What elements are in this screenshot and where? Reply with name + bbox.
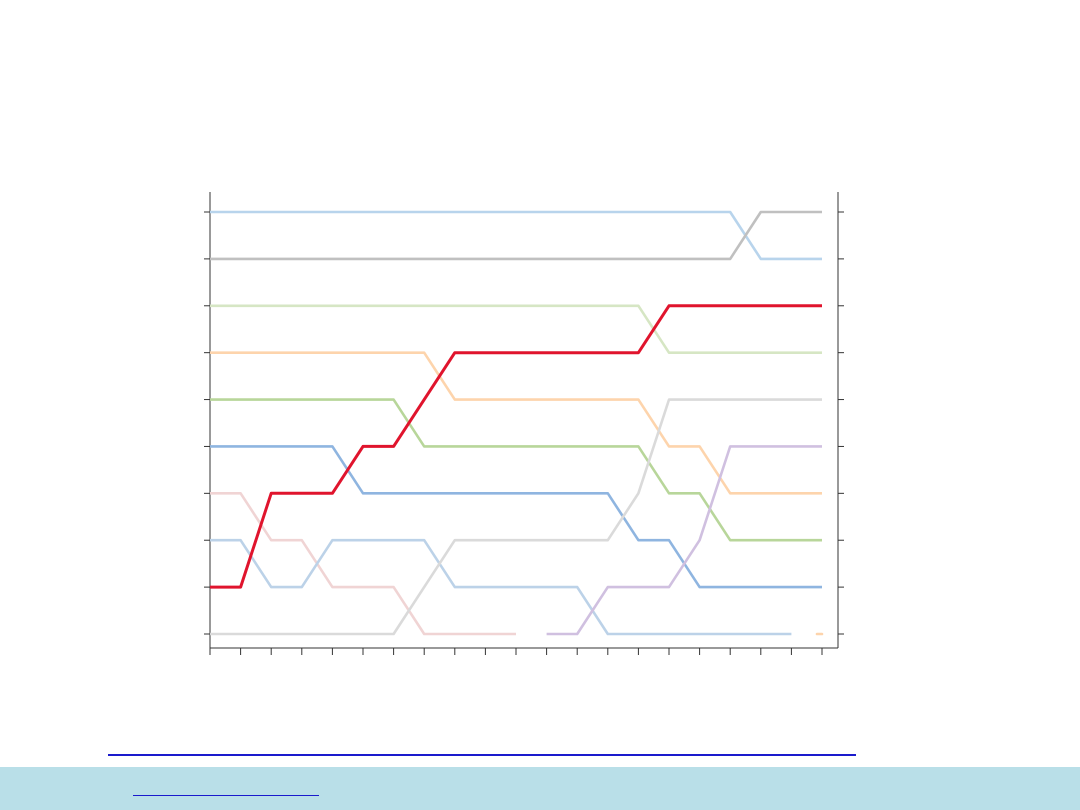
footer-link[interactable] xyxy=(133,795,319,796)
series-layer xyxy=(210,210,824,636)
chart-axes xyxy=(204,192,844,655)
series-line xyxy=(210,210,822,261)
series-line xyxy=(210,351,822,495)
highlight-series-line xyxy=(210,304,822,589)
series-line xyxy=(546,445,822,636)
series-line xyxy=(210,445,822,589)
footer-divider xyxy=(108,754,856,756)
series-line xyxy=(210,304,822,354)
series-line xyxy=(210,398,822,636)
footer-band xyxy=(0,767,1080,810)
rank-line-chart xyxy=(204,192,844,655)
series-line xyxy=(210,538,792,636)
series-line xyxy=(210,210,822,261)
series-line xyxy=(210,398,822,542)
